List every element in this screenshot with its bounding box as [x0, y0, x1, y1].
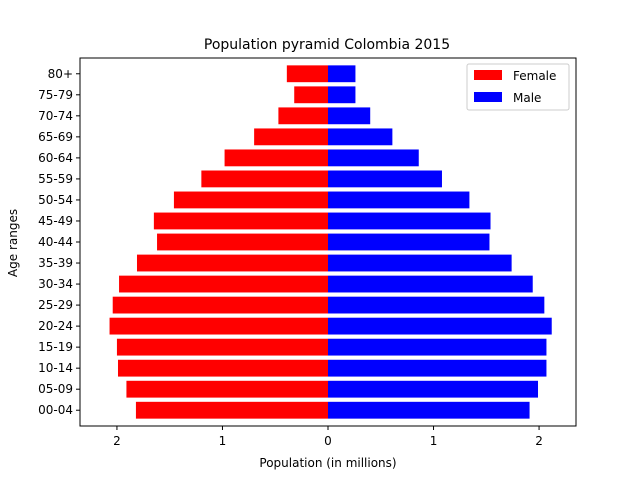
y-axis-ticks: 00-04 05-09 10-14 15-19 20-24 25-29 30-34 35-39… — [38, 67, 80, 417]
legend-label-female: Female — [513, 69, 556, 83]
bar-female-25-29 — [112, 296, 328, 314]
bar-male-30-34 — [328, 275, 533, 293]
y-tick-label: 35-39 — [38, 256, 73, 270]
y-tick-label: 70-74 — [38, 109, 73, 123]
bar-female-55-59 — [201, 170, 328, 188]
bar-male-70-74 — [328, 107, 371, 125]
y-tick-label: 25-29 — [38, 298, 73, 312]
bar-male-80+ — [328, 65, 356, 83]
legend: Female Male — [466, 63, 570, 111]
bar-female-40-44 — [157, 233, 328, 251]
bar-male-65-69 — [328, 128, 393, 146]
legend-label-male: Male — [513, 91, 541, 105]
y-tick-label: 10-14 — [38, 361, 73, 375]
bar-male-20-24 — [328, 317, 552, 335]
y-tick-label: 60-64 — [38, 151, 73, 165]
bar-male-35-39 — [328, 254, 512, 272]
bar-female-60-64 — [224, 149, 328, 167]
bar-female-10-14 — [117, 359, 328, 377]
x-axis-ticks: 2 1 0 1 2 — [113, 426, 543, 448]
y-tick-label: 80+ — [48, 67, 73, 81]
y-tick-label: 65-69 — [38, 130, 73, 144]
bar-male-05-09 — [328, 380, 539, 398]
bar-male-25-29 — [328, 296, 545, 314]
bar-female-50-54 — [173, 191, 328, 209]
bar-female-45-49 — [153, 212, 328, 230]
y-tick-label: 40-44 — [38, 235, 73, 249]
chart-title: Population pyramid Colombia 2015 — [204, 37, 450, 53]
bar-male-45-49 — [328, 212, 491, 230]
bar-male-10-14 — [328, 359, 547, 377]
legend-swatch-female — [474, 70, 502, 80]
bar-female-00-04 — [135, 401, 328, 419]
y-tick-label: 50-54 — [38, 193, 73, 207]
x-tick-label: 1 — [219, 434, 227, 448]
bar-female-05-09 — [126, 380, 328, 398]
y-tick-label: 00-04 — [38, 403, 73, 417]
legend-swatch-male — [474, 92, 502, 102]
y-tick-label: 45-49 — [38, 214, 73, 228]
bar-male-40-44 — [328, 233, 490, 251]
y-tick-label: 75-79 — [38, 88, 73, 102]
bar-female-30-34 — [119, 275, 328, 293]
y-axis-label: Age ranges — [6, 209, 20, 277]
bar-female-15-19 — [116, 338, 328, 356]
bar-female-20-24 — [109, 317, 328, 335]
bar-male-00-04 — [328, 401, 530, 419]
bar-male-15-19 — [328, 338, 547, 356]
bar-female-80+ — [286, 65, 328, 83]
x-axis-label: Population (in millions) — [259, 456, 396, 470]
bar-male-75-79 — [328, 86, 356, 104]
bar-male-50-54 — [328, 191, 470, 209]
bar-female-75-79 — [294, 86, 328, 104]
bar-female-65-69 — [254, 128, 328, 146]
bar-male-60-64 — [328, 149, 419, 167]
bar-female-70-74 — [278, 107, 328, 125]
x-tick-label: 1 — [430, 434, 438, 448]
y-tick-label: 55-59 — [38, 172, 73, 186]
bar-female-35-39 — [136, 254, 328, 272]
y-tick-label: 15-19 — [38, 340, 73, 354]
x-tick-label: 0 — [324, 434, 332, 448]
x-tick-label: 2 — [113, 434, 121, 448]
y-tick-label: 20-24 — [38, 319, 73, 333]
x-tick-label: 2 — [535, 434, 543, 448]
y-tick-label: 30-34 — [38, 277, 73, 291]
bars-group — [109, 65, 552, 419]
bar-male-55-59 — [328, 170, 442, 188]
y-tick-label: 05-09 — [38, 382, 73, 396]
